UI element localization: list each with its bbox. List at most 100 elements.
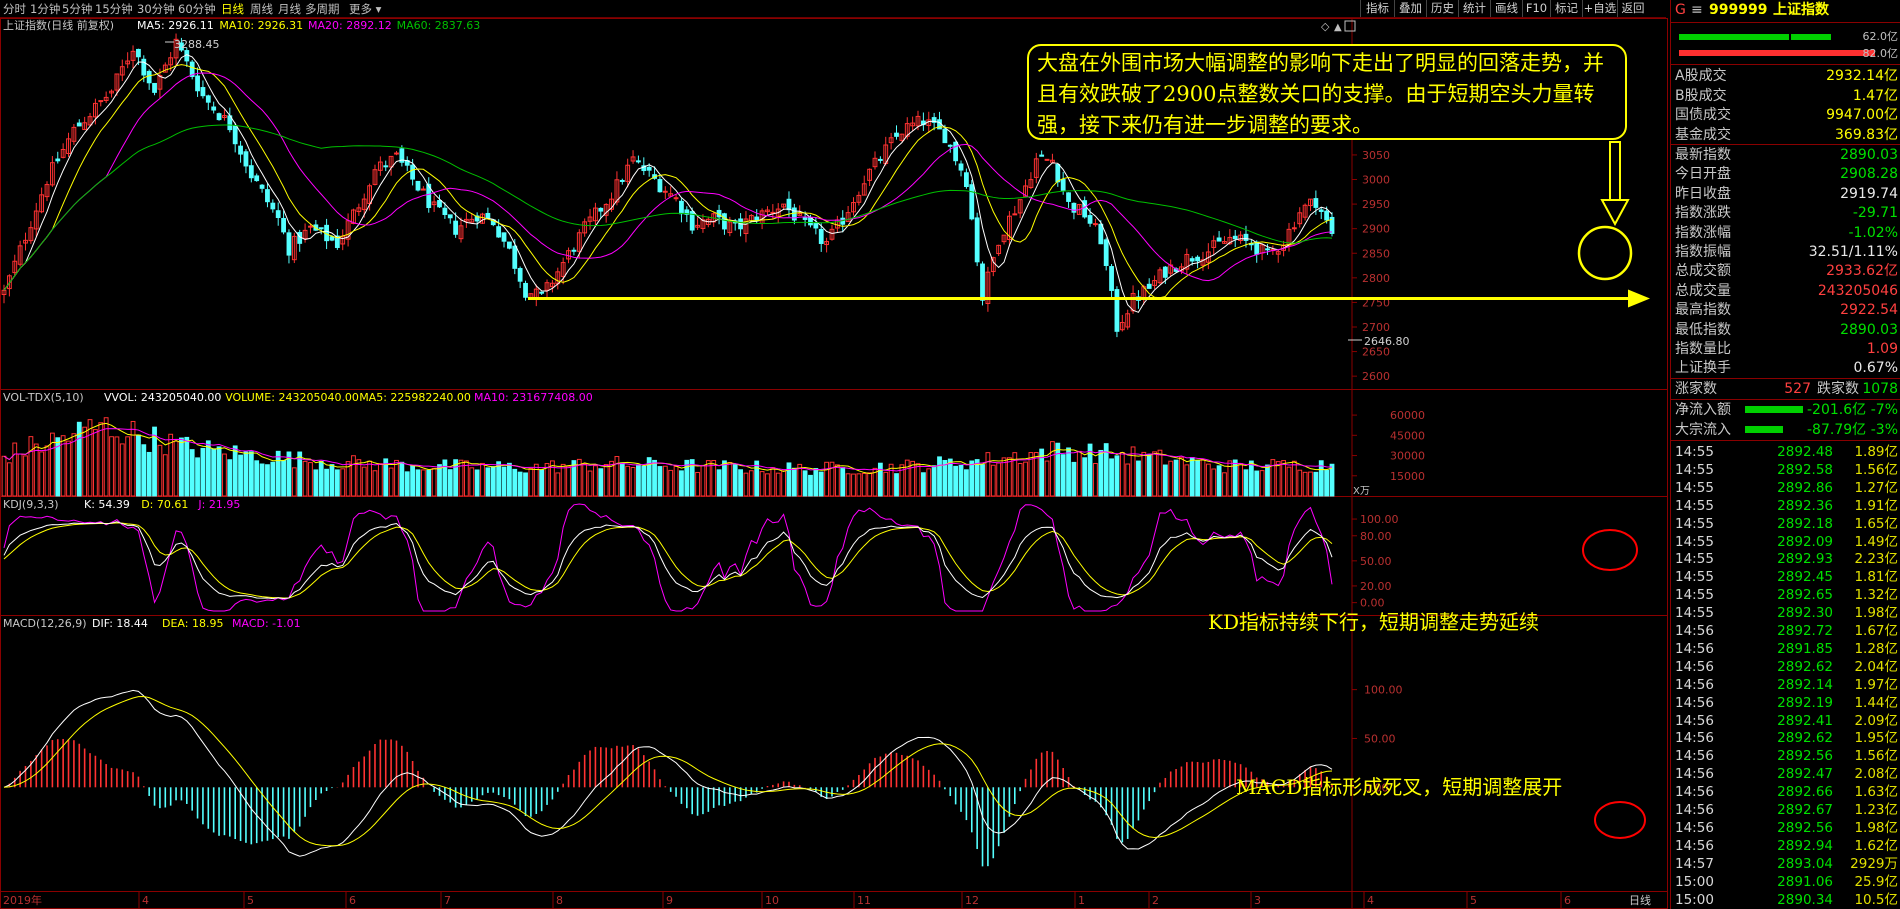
volume-bar xyxy=(286,451,292,497)
candle-body xyxy=(141,58,147,76)
candle-body xyxy=(770,211,776,214)
tick-price: 2893.04 xyxy=(1777,855,1833,872)
macd-legend-1: DEA: 18.95 xyxy=(162,617,223,630)
breadth-up: 527 xyxy=(1784,381,1811,397)
candle-body xyxy=(33,210,39,230)
candle-body xyxy=(1001,234,1007,243)
candle-body xyxy=(469,218,475,223)
tick-row: 14:55 2892.30 1.98亿 xyxy=(1675,604,1898,622)
main-chart[interactable]: 3250320031503100305030002950290028502800… xyxy=(0,18,1668,909)
candle-body xyxy=(1162,266,1168,278)
tick-amount: 1.98亿 xyxy=(1854,819,1898,836)
tick-amount: 1.89亿 xyxy=(1854,444,1898,460)
period-0[interactable]: 分时 xyxy=(3,2,26,16)
candle-body xyxy=(576,232,582,252)
quote-row-10: 指数量比 1.09 xyxy=(1675,340,1898,358)
volume-bar xyxy=(415,469,421,497)
candle-body xyxy=(1007,215,1012,241)
quote-row-9-value: 2890.03 xyxy=(1840,321,1898,338)
flow-row-0: 净流入额 -201.6亿 -7% xyxy=(1675,401,1898,419)
volume-bar xyxy=(947,458,953,497)
tick-time: 14:56 xyxy=(1675,819,1714,836)
toolbar-button-0[interactable]: 指标 xyxy=(1360,0,1394,17)
volume-bar xyxy=(420,469,426,497)
candle-body xyxy=(437,200,442,208)
candle-body xyxy=(560,262,566,277)
volume-bar xyxy=(399,461,405,497)
period-1[interactable]: 1分钟 xyxy=(30,2,61,16)
x-tick-label: 1 xyxy=(1078,894,1085,907)
volume-bar xyxy=(544,463,550,497)
volume-bar xyxy=(1125,463,1131,497)
tick-time: 14:55 xyxy=(1675,533,1714,550)
tick-row: 14:56 2892.41 2.09亿 xyxy=(1675,712,1898,730)
volume-bar xyxy=(883,471,889,497)
candle-body xyxy=(1109,266,1114,291)
period-5[interactable]: 60分钟 xyxy=(178,2,216,16)
macd-note: MACD指标形成死叉，短期调整展开 xyxy=(1236,775,1563,799)
volume-bar xyxy=(985,452,991,497)
turnover-row-2-label: 国债成交 xyxy=(1675,107,1731,123)
period-8[interactable]: 月线 xyxy=(278,2,301,16)
volume-bar xyxy=(523,472,528,497)
candle-body xyxy=(1189,258,1195,262)
volume-bar xyxy=(463,460,469,497)
volume-bar xyxy=(786,462,792,497)
candle-body xyxy=(281,217,286,233)
toolbar-button-8[interactable]: 返回 xyxy=(1617,0,1648,17)
volume-bar xyxy=(340,468,346,497)
toolbar-button-4[interactable]: 画线 xyxy=(1490,0,1522,17)
candle-body xyxy=(501,232,507,242)
tick-amount: 1.81亿 xyxy=(1854,569,1898,586)
candle-body xyxy=(1071,202,1077,213)
period-4[interactable]: 30分钟 xyxy=(137,2,175,16)
toolbar-button-7[interactable]: +自选 xyxy=(1582,0,1617,17)
volume-bar xyxy=(1324,469,1330,497)
period-6[interactable]: 日线 xyxy=(221,2,244,16)
analysis-callout-text: 大盘在外围市场大幅调整的影响下走出了明显的回落走势，并且有效跌破了2900点整数… xyxy=(1037,51,1604,137)
period-3[interactable]: 15分钟 xyxy=(95,2,133,16)
period-9[interactable]: 多周期 xyxy=(305,2,340,16)
period-2[interactable]: 5分钟 xyxy=(62,2,93,16)
volume-bar xyxy=(200,447,206,497)
volume-bar xyxy=(17,453,23,497)
period-toolbar: 分时 1分钟 5分钟 15分钟 30分钟 60分钟 日线 周线 月线 多周期 更多 ▾ 指标 叠加 历史统… xyxy=(0,0,1666,18)
toolbar-button-3[interactable]: 统计 xyxy=(1458,0,1490,17)
macd-tick-label: 100.00 xyxy=(1364,684,1403,697)
volume-bar xyxy=(60,435,66,497)
candle-body xyxy=(974,217,980,263)
candle-body xyxy=(571,249,577,252)
volume-bar xyxy=(103,417,109,497)
volume-bar xyxy=(641,465,647,497)
toolbar-button-1[interactable]: 叠加 xyxy=(1394,0,1426,17)
candle-body xyxy=(1286,228,1292,247)
period-10[interactable]: 更多 ▾ xyxy=(349,2,382,16)
candle-body xyxy=(377,161,383,171)
tick-price: 2892.65 xyxy=(1777,587,1833,604)
candle-body xyxy=(636,160,641,163)
menu-icon[interactable]: ≡ xyxy=(1691,2,1703,18)
volume-bar xyxy=(646,457,652,497)
volume-bar xyxy=(1173,459,1179,497)
candle-body xyxy=(1066,192,1071,202)
quote-row-6-label: 总成交额 xyxy=(1675,263,1731,280)
low-annotation: 2646.80 xyxy=(1364,335,1410,348)
toolbar-button-5[interactable]: F10 xyxy=(1522,0,1550,17)
candle-body xyxy=(996,244,1002,255)
volume-bar xyxy=(791,467,797,497)
candle-body xyxy=(899,133,905,141)
toolbar-button-2[interactable]: 历史 xyxy=(1426,0,1458,17)
quote-row-5-label: 指数振幅 xyxy=(1675,244,1731,260)
volume-bar xyxy=(829,461,835,497)
volume-bar xyxy=(1130,446,1136,497)
candle-body xyxy=(410,164,416,180)
candle-body xyxy=(146,70,152,84)
candle-body xyxy=(168,57,174,66)
candle-body xyxy=(1265,248,1270,251)
toolbar-button-6[interactable]: 标记 xyxy=(1550,0,1582,17)
volume-bar xyxy=(39,451,45,497)
quote-row-4: 指数涨幅 -1.02% xyxy=(1675,224,1898,242)
volume-bar xyxy=(297,451,303,497)
candle-body xyxy=(55,158,61,162)
period-7[interactable]: 周线 xyxy=(250,2,273,16)
